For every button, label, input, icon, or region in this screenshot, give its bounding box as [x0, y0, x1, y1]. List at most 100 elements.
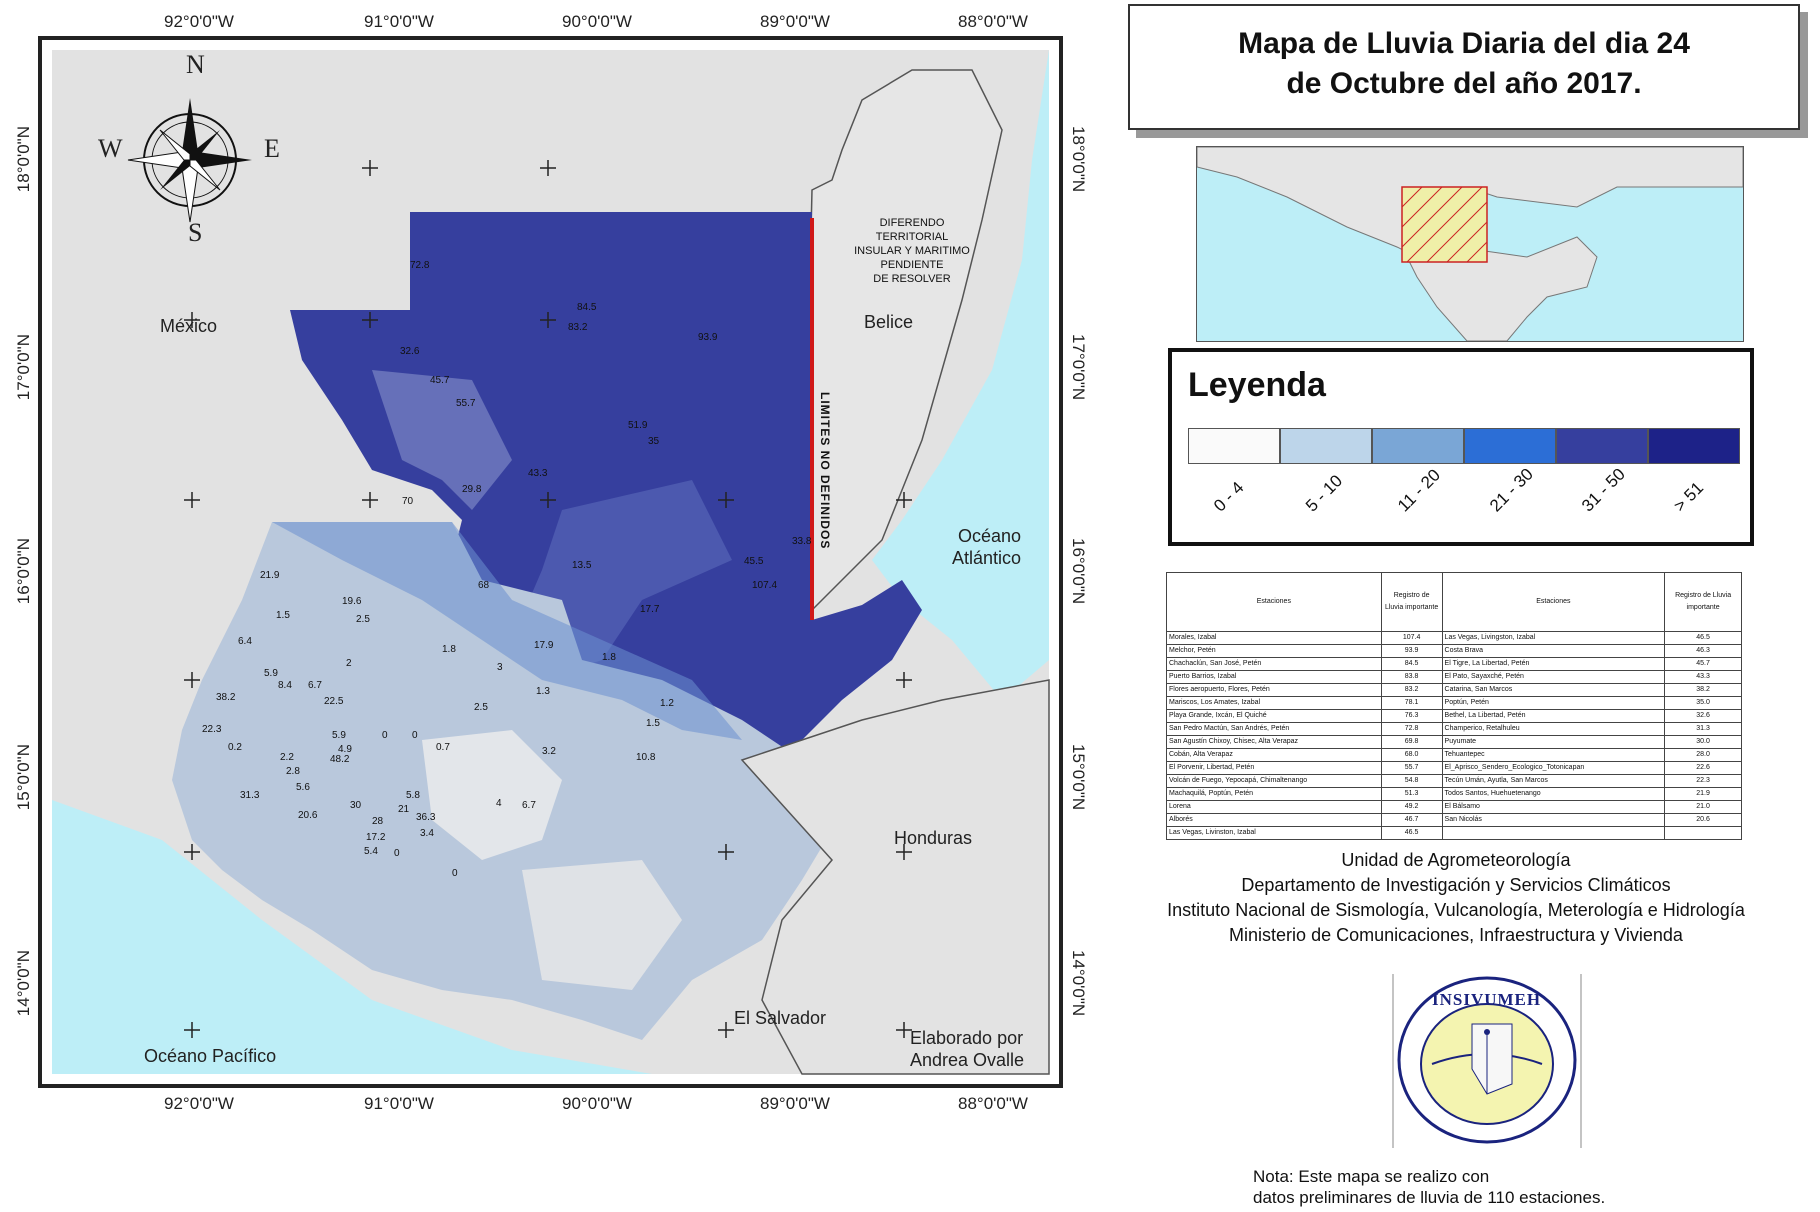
table-header: Registro de Lluvia importante [1380, 572, 1443, 632]
table-cell: Melchor, Petén [1166, 644, 1382, 658]
station-value: 6.7 [522, 800, 536, 811]
table-cell: Lorena [1166, 800, 1382, 814]
table-cell: Catarina, San Marcos [1441, 683, 1666, 697]
table-row: Puerto Barrios, Izabal 83.8 El Pato, Sayax… [1166, 670, 1742, 684]
table-header: Estaciones [1441, 572, 1666, 632]
legend: Leyenda 0 - 4 5 - 10 11 - 20 21 - 30 31 - 50… [1168, 348, 1754, 546]
lon-tick-bottom: 88°0'0"W [958, 1094, 1028, 1113]
table-cell: El Pato, Sayaxché, Petén [1441, 670, 1666, 684]
station-value: 33.8 [792, 536, 812, 547]
table-row: Cobán, Alta Verapaz 68.0 Tehuantepec 28.0 [1166, 748, 1742, 762]
table-cell: Cobán, Alta Verapaz [1166, 748, 1382, 762]
lon-tick-bottom: 91°0'0"W [364, 1094, 434, 1113]
table-row: Las Vegas, Livinston, Izabal 46.5 [1166, 826, 1742, 840]
compass-rose-icon [127, 98, 252, 223]
station-value: 83.2 [568, 322, 588, 333]
station-value: 2 [346, 658, 352, 669]
legend-label: 0 - 4 [1210, 477, 1248, 516]
station-value: 2.5 [474, 702, 488, 713]
table-cell: 22.3 [1664, 774, 1742, 788]
legend-title: Leyenda [1188, 366, 1326, 404]
diferendo-line: DIFERENDO [879, 217, 945, 229]
locator-map [1196, 146, 1744, 342]
station-value: 5.9 [264, 668, 278, 679]
label-el-salvador: El Salvador [734, 1008, 827, 1028]
station-value: 0 [394, 848, 400, 859]
table-cell: Volcán de Fuego, Yepocapá, Chimaltenango [1166, 774, 1382, 788]
title-line-2: de Octubre del año 2017. [1286, 67, 1642, 100]
station-value: 72.8 [410, 260, 430, 271]
legend-swatch [1280, 428, 1372, 464]
credit-ministerio: Ministerio de Comunicaciones, Infraestru… [1229, 925, 1683, 945]
table-cell: 107.4 [1380, 631, 1443, 645]
map-frame[interactable]: N S E W México Belice Honduras El Salvad… [38, 36, 1063, 1088]
table-cell: 49.2 [1380, 800, 1443, 814]
rain-band-south [272, 522, 742, 740]
table-cell: 69.8 [1380, 735, 1443, 749]
table-cell: San Pedro Mactún, San Andrés, Petén [1166, 722, 1382, 736]
lat-tick-left: 16°0'0"N [14, 538, 33, 605]
legend-label: 21 - 30 [1486, 464, 1537, 516]
table-row: El Porvenir, Libertad, Petén 55.7 El_Apris… [1166, 761, 1742, 775]
station-value: 22.5 [324, 696, 344, 707]
table-cell: San Agustín Chixoy, Chisec, Alta Verapaz [1166, 735, 1382, 749]
table-cell: 30.0 [1664, 735, 1742, 749]
legend-swatch [1372, 428, 1464, 464]
station-value: 1.3 [536, 686, 550, 697]
station-value: 29.8 [462, 484, 482, 495]
credit-instituto: Instituto Nacional de Sismología, Vulcan… [1167, 900, 1745, 920]
table-cell: 28.0 [1664, 748, 1742, 762]
table-cell: 35.0 [1664, 696, 1742, 710]
table-cell: 84.5 [1380, 657, 1443, 671]
table-cell: 21.9 [1664, 787, 1742, 801]
table-cell: 93.9 [1380, 644, 1443, 658]
table-cell: 54.8 [1380, 774, 1443, 788]
station-value: 93.9 [698, 332, 718, 343]
station-value: 70 [402, 496, 414, 507]
lon-tick-top: 92°0'0"W [164, 12, 234, 31]
table-cell: 20.6 [1664, 813, 1742, 827]
table-cell [1664, 826, 1742, 840]
station-value: 21.9 [260, 570, 280, 581]
lat-tick-right: 15°0'0"N [1069, 744, 1088, 811]
station-value: 17.7 [640, 604, 660, 615]
label-elaborado-2: Andrea Ovalle [910, 1050, 1025, 1070]
table-cell: 43.3 [1664, 670, 1742, 684]
map-canvas[interactable] [42, 40, 1059, 1084]
station-value: 2.5 [356, 614, 370, 625]
diferendo-line: PENDIENTE [880, 259, 944, 271]
table-cell: 22.6 [1664, 761, 1742, 775]
lat-tick-right: 17°0'0"N [1069, 334, 1088, 401]
label-oceano-pacifico: Océano Pacífico [144, 1046, 277, 1066]
logo-text: INSIVUMEH [1432, 990, 1542, 1009]
table-cell: Todos Santos, Huehuetenango [1441, 787, 1666, 801]
station-value: 21 [398, 804, 410, 815]
table-cell: Alborés [1166, 813, 1382, 827]
legend-label: 5 - 10 [1302, 471, 1347, 516]
table-cell: Puyumate [1441, 735, 1666, 749]
station-value: 32.6 [400, 346, 420, 357]
station-value: 2.2 [280, 752, 294, 763]
station-value: 5.6 [296, 782, 310, 793]
station-value: 22.3 [202, 724, 222, 735]
table-cell: San Nicolás [1441, 813, 1666, 827]
table-cell: El Porvenir, Libertad, Petén [1166, 761, 1382, 775]
table-cell: 31.3 [1664, 722, 1742, 736]
station-value: 2.8 [286, 766, 300, 777]
credit-departamento: Departamento de Investigación y Servicio… [1241, 875, 1671, 895]
diferendo-line: INSULAR Y MARITIMO [854, 245, 970, 257]
station-value: 8.4 [278, 680, 292, 691]
credit-unidad: Unidad de Agrometeorología [1341, 850, 1571, 870]
table-cell: Playa Grande, Ixcán, El Quiché [1166, 709, 1382, 723]
graticule [184, 160, 912, 1038]
table-cell [1441, 826, 1666, 840]
table-cell: 83.8 [1380, 670, 1443, 684]
station-value: 68 [478, 580, 490, 591]
table-cell: 46.5 [1380, 826, 1443, 840]
table-row: Flores aeropuerto, Flores, Petén 83.2 Cata… [1166, 683, 1742, 697]
station-value: 6.7 [308, 680, 322, 691]
table-cell: Flores aeropuerto, Flores, Petén [1166, 683, 1382, 697]
table-cell: 38.2 [1664, 683, 1742, 697]
lon-tick-bottom: 89°0'0"W [760, 1094, 830, 1113]
station-value: 107.4 [752, 580, 778, 591]
